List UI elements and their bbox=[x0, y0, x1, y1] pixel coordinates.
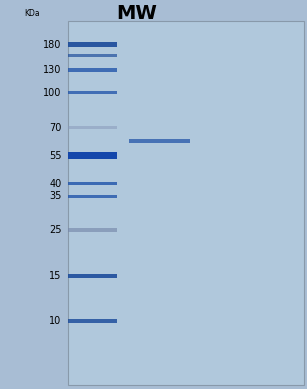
Bar bbox=[68, 182, 117, 185]
Bar bbox=[68, 228, 117, 232]
Text: 70: 70 bbox=[49, 123, 61, 133]
Text: 35: 35 bbox=[49, 191, 61, 202]
Text: KDa: KDa bbox=[24, 9, 40, 18]
Text: 40: 40 bbox=[49, 179, 61, 189]
Bar bbox=[68, 274, 117, 278]
Text: 55: 55 bbox=[49, 151, 61, 161]
Bar bbox=[68, 319, 117, 323]
Bar bbox=[129, 139, 190, 143]
Bar bbox=[68, 42, 117, 47]
Bar bbox=[68, 54, 117, 57]
Text: 10: 10 bbox=[49, 316, 61, 326]
Bar bbox=[68, 21, 304, 385]
Bar bbox=[68, 91, 117, 94]
Bar bbox=[68, 152, 117, 159]
Bar bbox=[68, 126, 117, 129]
Text: 100: 100 bbox=[43, 88, 61, 98]
Bar bbox=[68, 195, 117, 198]
Text: 25: 25 bbox=[49, 225, 61, 235]
Text: MW: MW bbox=[117, 4, 157, 23]
Bar bbox=[68, 68, 117, 72]
Text: 180: 180 bbox=[43, 40, 61, 50]
Text: 15: 15 bbox=[49, 271, 61, 281]
Text: 130: 130 bbox=[43, 65, 61, 75]
